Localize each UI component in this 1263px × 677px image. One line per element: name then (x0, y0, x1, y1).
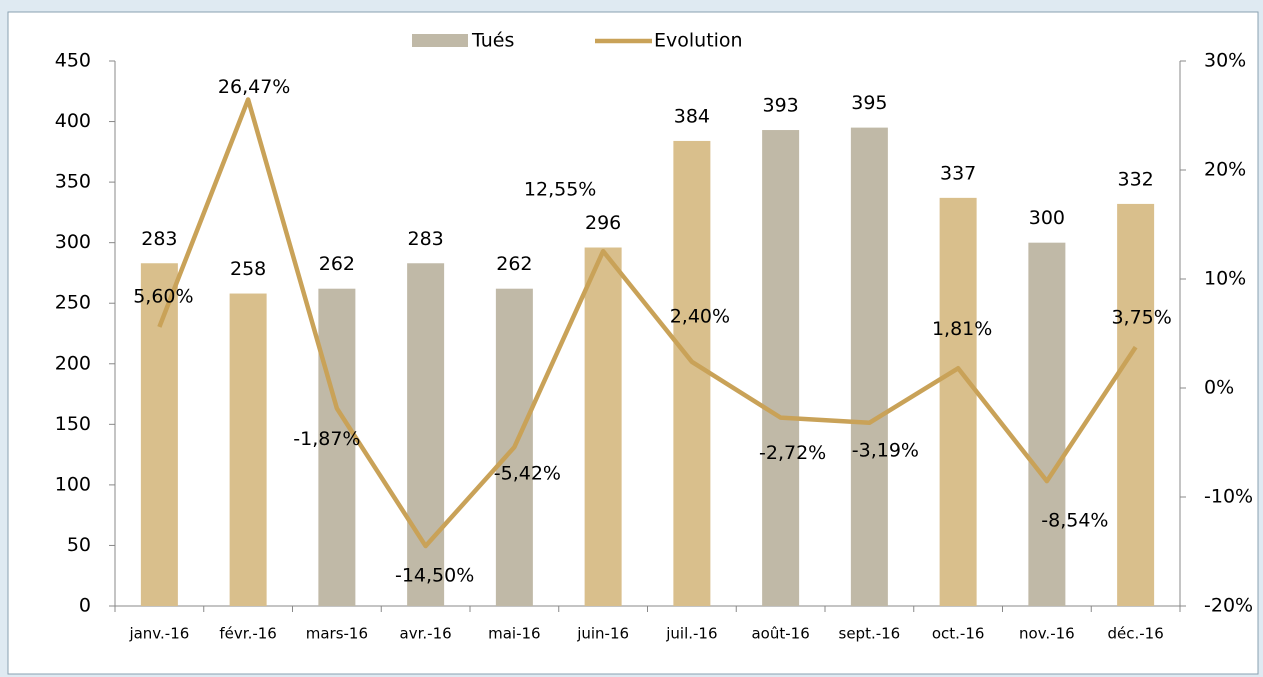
bar (318, 288, 356, 606)
bar-label: 300 (1029, 207, 1065, 229)
x-tick-label: août-16 (751, 625, 809, 643)
line (157, 97, 1138, 549)
bar-label: 283 (141, 228, 177, 250)
line-label: -5,42% (494, 463, 561, 485)
bar-label: 283 (407, 228, 443, 250)
y-tick-label: 450 (55, 50, 91, 72)
x-tick-label: nov.-16 (1019, 625, 1075, 643)
y-tick-label: 50 (67, 534, 91, 556)
x-tick-label: oct.-16 (932, 625, 985, 643)
x-tick-label: juil.-16 (665, 625, 717, 643)
line-label: 1,81% (932, 318, 992, 340)
x-tick-label: sept.-16 (839, 625, 901, 643)
bar-label: 395 (851, 92, 887, 114)
bar-label: 337 (940, 162, 976, 184)
bar (1117, 203, 1155, 606)
x-tick-label: avr.-16 (400, 625, 452, 643)
y2-tick-label: -10% (1204, 486, 1253, 508)
bar-label: 332 (1117, 168, 1153, 190)
bar-label: 393 (762, 95, 798, 117)
x-tick-label: déc.-16 (1107, 625, 1163, 643)
legend-swatch (412, 34, 468, 47)
line-label: 5,60% (133, 285, 193, 307)
x-tick-label: mai-16 (488, 625, 540, 643)
line-label: 2,40% (670, 305, 730, 327)
y-tick-label: 200 (55, 352, 91, 374)
y-tick-label: 350 (55, 171, 91, 193)
bar (762, 130, 800, 607)
bar-label: 262 (496, 253, 532, 275)
line-label: 3,75% (1111, 307, 1171, 329)
bar-label: 258 (230, 258, 266, 280)
bar (140, 263, 178, 606)
line-label: -8,54% (1041, 510, 1108, 532)
bar (673, 140, 711, 606)
bar-label: 296 (585, 212, 621, 234)
line-label: -2,72% (759, 442, 826, 464)
y-tick-label: 400 (55, 110, 91, 132)
y-tick-label: 150 (55, 413, 91, 435)
x-tick-label: févr.-16 (219, 625, 276, 643)
bar (407, 263, 445, 606)
bar (850, 127, 888, 606)
bar (939, 197, 977, 606)
y2-tick-label: 0% (1204, 377, 1234, 399)
line-label: -3,19% (852, 439, 919, 461)
line-label: -14,50% (395, 565, 474, 587)
y2-tick-label: 10% (1204, 268, 1246, 290)
y2-tick-label: -20% (1204, 595, 1253, 617)
y2-tick-label: 20% (1204, 159, 1246, 181)
x-tick-label: janv.-16 (128, 625, 189, 643)
bar-label: 384 (674, 105, 710, 127)
line-label: -1,87% (293, 428, 360, 450)
legend-label: Evolution (654, 30, 743, 52)
bar-label: 262 (319, 253, 355, 275)
bar (1028, 242, 1066, 606)
y-tick-label: 300 (55, 231, 91, 253)
line-label: 26,47% (218, 76, 290, 98)
bar (229, 293, 267, 606)
chart-frame (7, 11, 1259, 675)
y2-tick-label: 30% (1204, 50, 1246, 72)
x-tick-label: juin-16 (576, 625, 629, 643)
bar (584, 247, 622, 606)
legend-label: Tués (471, 30, 514, 52)
y-tick-label: 0 (79, 595, 91, 617)
line-label: 12,55% (524, 179, 596, 201)
x-tick-label: mars-16 (306, 625, 368, 643)
y-tick-label: 100 (55, 473, 91, 495)
y-tick-label: 250 (55, 292, 91, 314)
